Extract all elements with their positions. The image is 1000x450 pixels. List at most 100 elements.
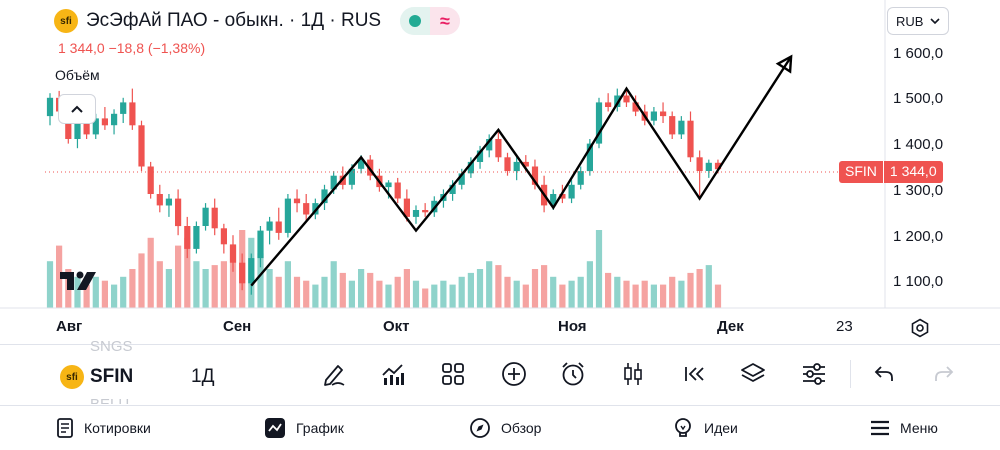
volume-bar	[586, 261, 593, 308]
nav-chart-label: График	[296, 420, 344, 436]
candle-body	[403, 198, 410, 217]
candle-body	[605, 102, 612, 107]
volume-bar	[486, 261, 493, 308]
volume-bar	[367, 272, 374, 308]
nav-ideas[interactable]: Идеи	[672, 414, 738, 442]
candle-body	[175, 198, 182, 227]
candle-body	[184, 226, 191, 249]
candle	[184, 216, 191, 259]
collapse-legend-button[interactable]	[58, 94, 96, 124]
candle-body	[358, 159, 365, 169]
drawing-tool-button[interactable]	[316, 356, 352, 392]
candle-body	[650, 111, 657, 121]
volume-bar	[550, 276, 557, 308]
volume-bar	[220, 261, 227, 308]
symbol-selector[interactable]: SFIN	[90, 366, 134, 387]
candle-body	[101, 118, 108, 126]
status-badge[interactable]: ≈	[400, 7, 460, 35]
candle-body	[111, 113, 118, 126]
candle-body	[522, 161, 529, 167]
interval-selector[interactable]: 1Д	[191, 366, 215, 387]
volume-bar	[156, 261, 163, 308]
volume-bar	[56, 245, 63, 308]
time-tick: 23	[836, 318, 853, 335]
time-tick: Дек	[717, 318, 744, 335]
volume-bar	[476, 269, 484, 308]
hexagon-settings-icon	[911, 318, 929, 338]
symbol-scroll-prev[interactable]: SNGS	[90, 338, 133, 355]
volume-bar	[358, 269, 365, 308]
candle	[504, 152, 511, 176]
candle	[531, 159, 539, 190]
nav-menu[interactable]: Меню	[870, 414, 938, 442]
layouts-button[interactable]	[435, 356, 471, 392]
volume-bar	[46, 261, 54, 308]
candle	[266, 216, 273, 245]
replay-button[interactable]	[676, 356, 712, 392]
nav-quotes[interactable]: Котировки	[56, 414, 151, 442]
candle-body	[348, 168, 355, 185]
volume-bar	[394, 276, 401, 308]
redo-button[interactable]	[926, 356, 962, 392]
candle-body	[714, 162, 722, 170]
chart-settings-button[interactable]	[908, 316, 932, 340]
nav-chart[interactable]: График	[264, 414, 344, 442]
indicators-icon	[382, 364, 404, 385]
candle-body	[422, 210, 429, 213]
time-tick: Окт	[383, 318, 410, 335]
volume-bar	[293, 276, 301, 308]
chart-settings-toolbar-button[interactable]	[796, 356, 832, 392]
toolbar-separator	[850, 360, 851, 388]
symbol-scroll-next[interactable]: BELU	[90, 396, 129, 404]
chart-title[interactable]: ЭсЭфАй ПАО - обыкн. · 1Д · RUS	[86, 10, 382, 31]
candle	[284, 194, 291, 238]
volume-bar	[449, 284, 456, 308]
candle-body	[129, 102, 136, 126]
add-symbol-button[interactable]	[496, 356, 532, 392]
candle-body	[550, 194, 557, 206]
candle-body	[202, 207, 209, 226]
alert-button[interactable]	[555, 356, 591, 392]
candle-body	[120, 102, 127, 114]
candle-body	[229, 244, 237, 263]
candle-body	[165, 198, 172, 206]
pen-icon	[324, 365, 345, 386]
zigzag-drawing[interactable]	[250, 55, 793, 287]
volume-bar	[531, 269, 539, 308]
volume-bar	[120, 276, 127, 308]
current-price-value: 1 344,0	[883, 161, 943, 183]
nav-quotes-label: Котировки	[84, 420, 151, 436]
volume-bar	[138, 253, 145, 308]
indicators-button[interactable]	[375, 356, 411, 392]
object-tree-button[interactable]	[735, 356, 771, 392]
volume-bar	[687, 272, 694, 308]
market-open-icon	[400, 7, 430, 35]
candle-body	[412, 210, 420, 217]
toolbar-divider	[0, 344, 1000, 345]
nav-overview[interactable]: Обзор	[469, 414, 541, 442]
candle-body	[623, 95, 630, 103]
volume-bar	[403, 269, 410, 308]
candle	[275, 207, 282, 240]
candle	[623, 90, 630, 107]
undo-button[interactable]	[866, 356, 902, 392]
redo-icon	[935, 366, 954, 381]
tradingview-logo	[60, 270, 98, 297]
candle	[486, 134, 493, 158]
candle	[46, 93, 54, 126]
volume-legend[interactable]: Объём	[55, 67, 100, 83]
volume-bar	[440, 280, 447, 308]
candle-body	[476, 150, 484, 162]
chart-type-button[interactable]	[615, 356, 651, 392]
volume-bar	[339, 272, 346, 308]
volume-bar	[522, 284, 529, 308]
volume-bar	[303, 280, 310, 308]
volume-bar	[129, 269, 136, 308]
current-price-tag: SFIN 1 344,0	[839, 161, 943, 183]
time-tick: Авг	[56, 318, 83, 335]
currency-selector[interactable]: RUB	[887, 7, 949, 35]
chevron-down-icon	[930, 18, 940, 25]
candle	[577, 166, 584, 190]
candle-body	[513, 161, 520, 172]
